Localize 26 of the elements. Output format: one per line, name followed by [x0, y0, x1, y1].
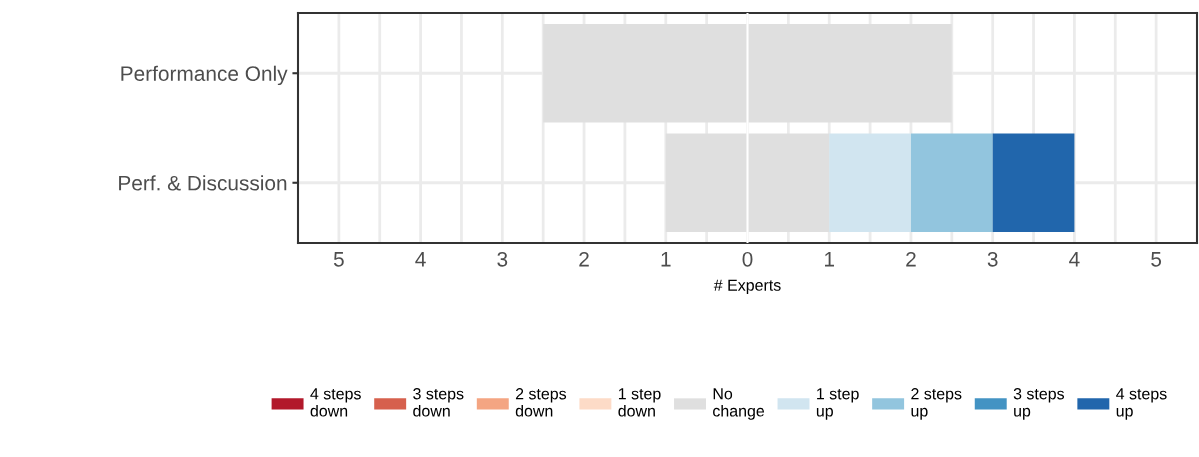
legend-label: 2 steps up: [911, 388, 962, 420]
x-tick-label: 5: [1151, 252, 1162, 267]
bar: [910, 133, 993, 233]
y-tick-label: Perf. & Discussion: [119, 175, 287, 191]
x-tick-label: 4: [415, 252, 426, 267]
x-tick-label: 5: [333, 252, 344, 267]
legend-label: 2 steps down: [515, 388, 567, 417]
legend-label: 1 step down: [618, 388, 661, 417]
x-tick-label: 1: [825, 252, 834, 267]
x-tick-label: 0: [742, 251, 753, 267]
x-tick-label: 4: [1069, 252, 1080, 267]
legend-label: No change: [713, 388, 765, 420]
legend-label: 3 steps down: [413, 388, 464, 417]
legend-label: 4 steps up: [1116, 388, 1167, 420]
legend-label: 1 step up: [816, 388, 859, 420]
y-tick-label: Performance Only: [121, 65, 288, 86]
x-tick-label: 2: [579, 251, 589, 267]
bar: [829, 133, 911, 233]
x-tick-label: 3: [497, 251, 508, 267]
x-axis-title: # Experts: [713, 279, 781, 294]
x-tick-label: 2: [906, 251, 916, 267]
legend-label: 4 steps down: [310, 388, 361, 417]
x-tick-label: 3: [987, 251, 998, 267]
bar: [992, 133, 1075, 233]
x-tick-label: 1: [661, 252, 671, 267]
legend-label: 3 steps up: [1013, 388, 1065, 420]
